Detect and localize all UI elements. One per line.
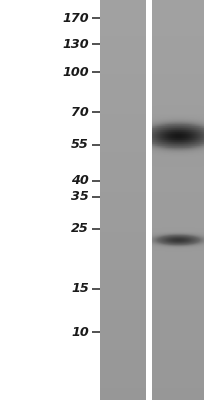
Text: 10: 10 bbox=[71, 326, 89, 338]
Text: 70: 70 bbox=[71, 106, 89, 118]
Text: 35: 35 bbox=[71, 190, 89, 203]
Text: 100: 100 bbox=[62, 66, 89, 78]
Text: 55: 55 bbox=[71, 138, 89, 151]
Text: 15: 15 bbox=[71, 282, 89, 295]
Text: 25: 25 bbox=[71, 222, 89, 235]
Text: 40: 40 bbox=[71, 174, 89, 187]
Bar bbox=[146, 0, 152, 400]
Text: 130: 130 bbox=[62, 38, 89, 50]
Text: 170: 170 bbox=[62, 12, 89, 24]
